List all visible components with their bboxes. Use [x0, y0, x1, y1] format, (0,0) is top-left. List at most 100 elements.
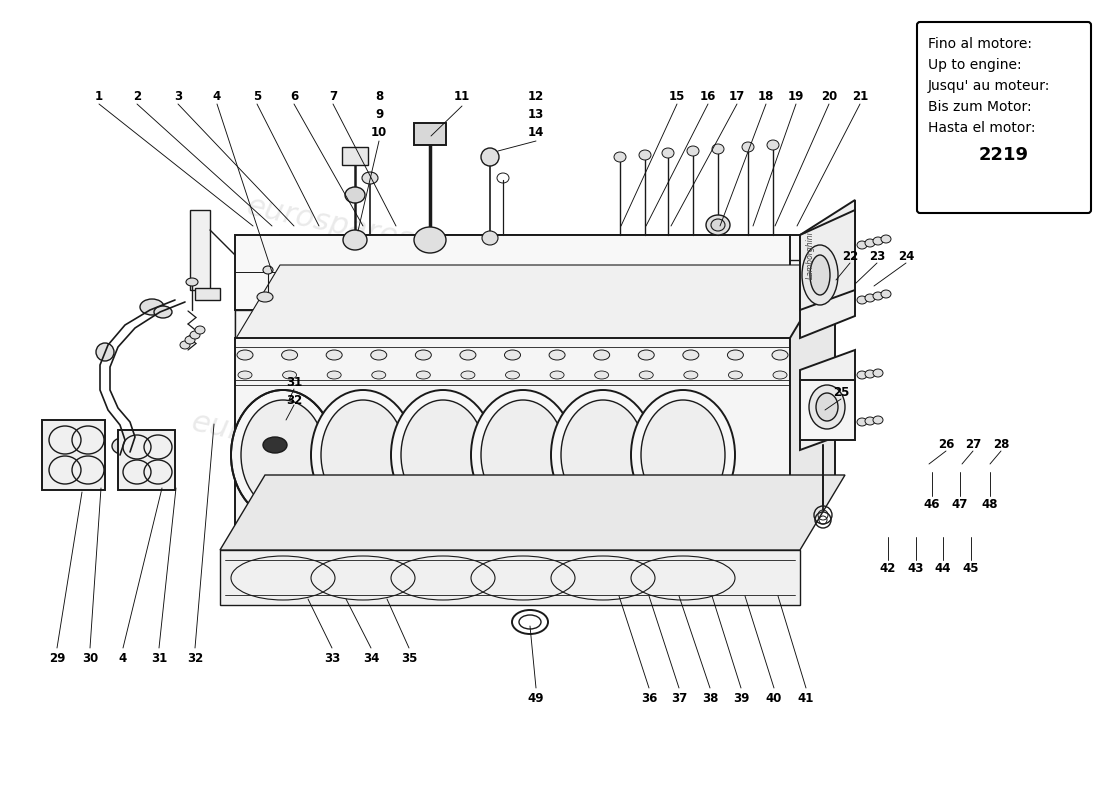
Polygon shape	[235, 235, 790, 310]
Text: 1: 1	[95, 90, 103, 102]
Ellipse shape	[257, 292, 273, 302]
Ellipse shape	[390, 390, 495, 520]
Ellipse shape	[711, 219, 725, 231]
Text: Hasta el motor:: Hasta el motor:	[928, 121, 1035, 135]
Text: eurospares: eurospares	[486, 464, 658, 528]
Polygon shape	[235, 235, 835, 310]
Ellipse shape	[639, 371, 653, 379]
Ellipse shape	[372, 262, 388, 272]
Text: 35: 35	[400, 651, 417, 665]
Ellipse shape	[865, 239, 874, 247]
Ellipse shape	[282, 350, 298, 360]
Text: 49: 49	[528, 691, 544, 705]
Ellipse shape	[873, 416, 883, 424]
Ellipse shape	[327, 371, 341, 379]
Text: 32: 32	[286, 394, 302, 406]
Ellipse shape	[362, 172, 378, 184]
Ellipse shape	[311, 390, 415, 520]
Text: 28: 28	[993, 438, 1009, 450]
Ellipse shape	[551, 390, 654, 520]
Bar	[342, 147, 369, 165]
Text: Fino al motore:: Fino al motore:	[928, 37, 1032, 51]
Ellipse shape	[767, 140, 779, 150]
Ellipse shape	[427, 251, 483, 283]
Text: 37: 37	[671, 691, 688, 705]
Ellipse shape	[505, 350, 520, 360]
Ellipse shape	[414, 227, 446, 253]
Ellipse shape	[287, 257, 323, 277]
Ellipse shape	[865, 417, 874, 425]
Text: 17: 17	[729, 90, 745, 102]
Text: 18: 18	[758, 90, 774, 102]
Text: 27: 27	[965, 438, 981, 450]
Polygon shape	[235, 338, 790, 550]
Ellipse shape	[506, 371, 519, 379]
Bar	[190, 210, 210, 290]
Text: Lamborghini: Lamborghini	[805, 231, 814, 279]
Ellipse shape	[857, 371, 867, 379]
Ellipse shape	[614, 152, 626, 162]
Text: 31: 31	[286, 377, 302, 390]
Text: 25: 25	[833, 386, 849, 398]
Ellipse shape	[343, 230, 367, 250]
Ellipse shape	[185, 336, 195, 344]
Ellipse shape	[857, 296, 867, 304]
Ellipse shape	[231, 390, 336, 520]
Text: 45: 45	[962, 562, 979, 575]
Text: Jusqu' au moteur:: Jusqu' au moteur:	[928, 79, 1050, 93]
Bar	[195, 288, 220, 300]
Polygon shape	[800, 350, 855, 450]
Text: 30: 30	[81, 651, 98, 665]
Ellipse shape	[195, 326, 205, 334]
Ellipse shape	[865, 370, 874, 378]
Text: 4: 4	[213, 90, 221, 102]
Text: eurospares: eurospares	[189, 408, 361, 472]
Ellipse shape	[327, 350, 342, 360]
Ellipse shape	[283, 371, 297, 379]
Text: 47: 47	[952, 498, 968, 510]
Ellipse shape	[263, 266, 273, 274]
Ellipse shape	[865, 294, 874, 302]
Text: Bis zum Motor:: Bis zum Motor:	[928, 100, 1032, 114]
Ellipse shape	[372, 371, 386, 379]
Ellipse shape	[688, 146, 698, 156]
Ellipse shape	[873, 237, 883, 245]
Text: 2: 2	[133, 90, 141, 102]
Ellipse shape	[728, 371, 743, 379]
Ellipse shape	[810, 255, 830, 295]
Ellipse shape	[481, 400, 565, 510]
Ellipse shape	[587, 257, 623, 277]
Ellipse shape	[550, 371, 564, 379]
Ellipse shape	[512, 257, 548, 277]
Text: 2219: 2219	[979, 146, 1028, 164]
Ellipse shape	[881, 290, 891, 298]
Ellipse shape	[522, 262, 538, 272]
Ellipse shape	[706, 215, 730, 235]
Text: 32: 32	[187, 651, 204, 665]
Ellipse shape	[263, 437, 287, 453]
Text: 5: 5	[253, 90, 261, 102]
Text: 24: 24	[898, 250, 914, 262]
Ellipse shape	[345, 187, 365, 203]
Text: 41: 41	[798, 691, 814, 705]
Ellipse shape	[482, 231, 498, 245]
Ellipse shape	[186, 278, 198, 286]
Ellipse shape	[402, 400, 485, 510]
Text: eurospares: eurospares	[244, 192, 416, 256]
Text: 44: 44	[935, 562, 952, 575]
Text: 7: 7	[329, 90, 337, 102]
Ellipse shape	[672, 262, 688, 272]
Text: 14: 14	[528, 126, 544, 138]
Polygon shape	[118, 430, 175, 490]
Text: 26: 26	[938, 438, 954, 450]
Ellipse shape	[241, 400, 324, 510]
Text: 36: 36	[641, 691, 657, 705]
Text: 31: 31	[151, 651, 167, 665]
Text: 11: 11	[454, 90, 470, 102]
Ellipse shape	[502, 251, 558, 283]
Text: 3: 3	[174, 90, 183, 102]
Ellipse shape	[352, 251, 408, 283]
Polygon shape	[42, 420, 104, 490]
Ellipse shape	[238, 371, 252, 379]
Polygon shape	[790, 235, 835, 385]
